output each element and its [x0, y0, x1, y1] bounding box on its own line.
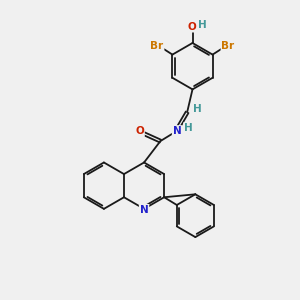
Text: O: O: [187, 22, 196, 32]
Text: N: N: [173, 126, 182, 136]
Text: O: O: [135, 126, 144, 136]
Text: H: H: [193, 104, 202, 114]
Text: N: N: [140, 205, 148, 215]
Text: H: H: [184, 123, 193, 133]
Text: Br: Br: [150, 41, 164, 51]
Text: H: H: [198, 20, 206, 30]
Text: Br: Br: [221, 41, 235, 51]
